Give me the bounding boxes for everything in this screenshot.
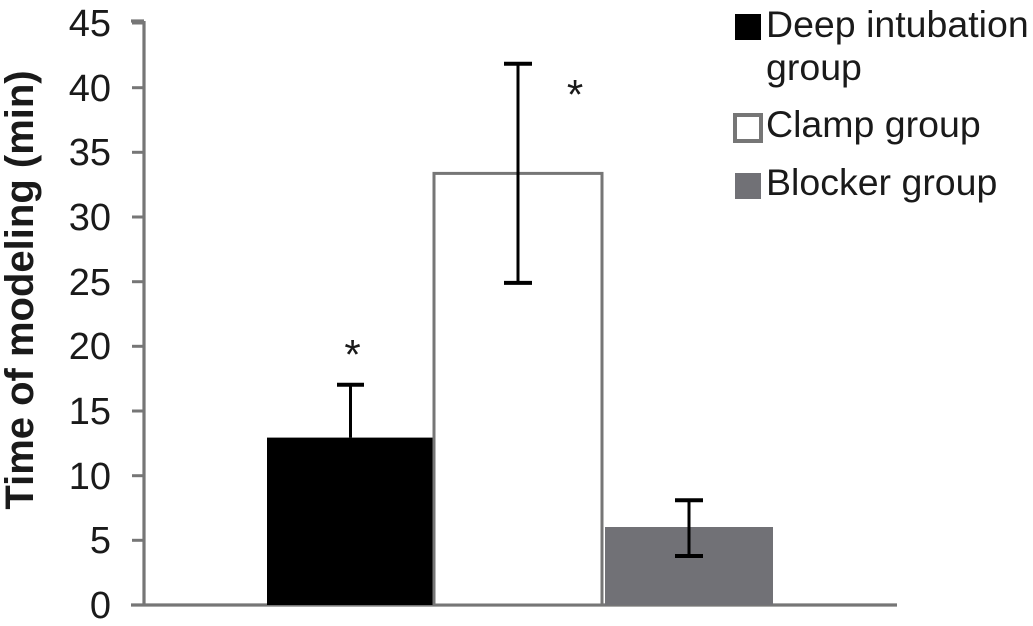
svg-text:15: 15 (69, 391, 111, 433)
svg-text:35: 35 (69, 132, 111, 174)
svg-text:*: * (344, 331, 360, 378)
svg-text:*: * (567, 71, 583, 118)
svg-text:25: 25 (69, 262, 111, 304)
svg-text:Time of modeling (min): Time of modeling (min) (0, 70, 42, 509)
svg-text:Blocker group: Blocker group (766, 161, 997, 203)
svg-text:40: 40 (69, 68, 111, 110)
svg-text:Clamp group: Clamp group (766, 103, 981, 145)
svg-text:45: 45 (69, 3, 111, 45)
svg-text:10: 10 (69, 456, 111, 498)
svg-text:20: 20 (69, 326, 111, 368)
svg-text:5: 5 (90, 520, 111, 562)
svg-text:group: group (766, 46, 862, 88)
svg-text:30: 30 (69, 197, 111, 239)
svg-text:Deep intubation: Deep intubation (766, 3, 1029, 45)
svg-text:0: 0 (90, 585, 111, 626)
